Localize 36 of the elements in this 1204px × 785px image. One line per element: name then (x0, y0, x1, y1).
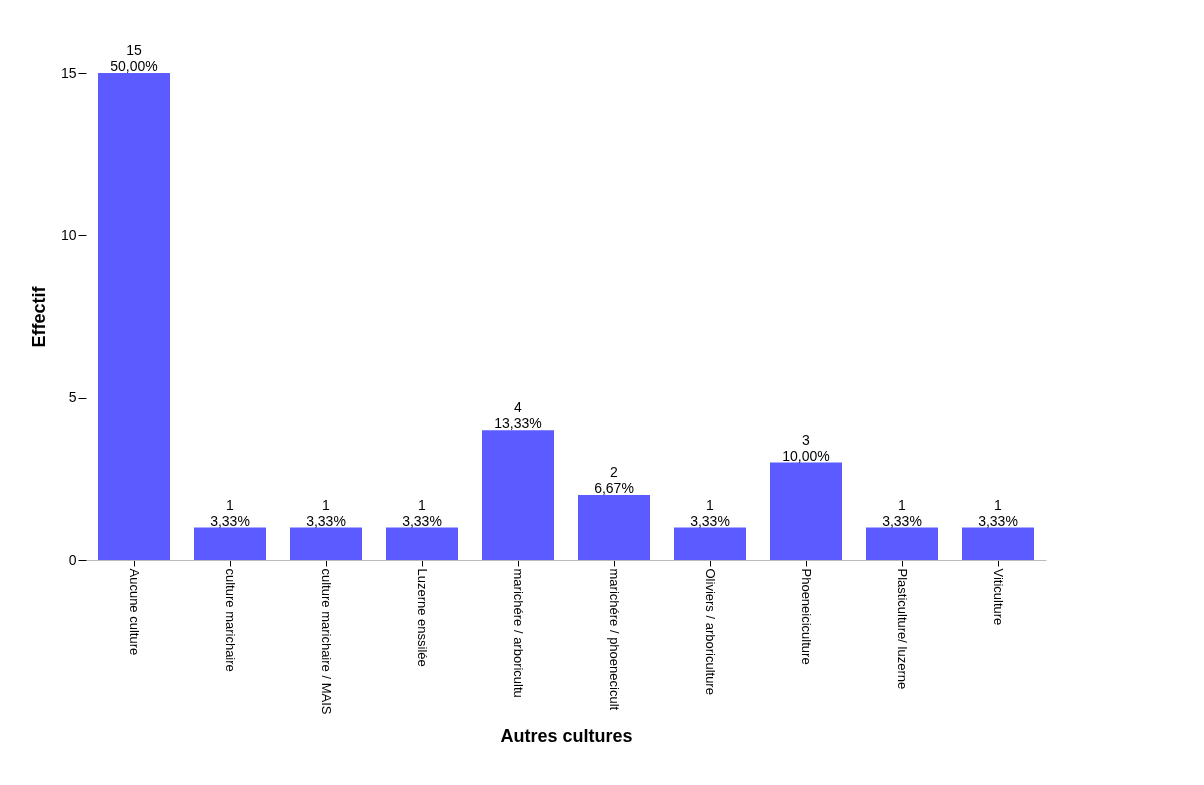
x-tick-label: Oliviers / arboriculture (703, 568, 718, 695)
x-tick-label: Luzerne enssilée (415, 568, 430, 667)
bar (962, 527, 1034, 560)
x-tick-label: Aucune culture (127, 568, 142, 656)
data-label: 1 3,33% (882, 496, 922, 529)
x-tick-label: culture marichaire (223, 568, 238, 672)
y-axis-title: Effectif (28, 285, 49, 348)
bar (386, 527, 458, 560)
data-label: 1 3,33% (402, 496, 442, 529)
bar (98, 73, 170, 560)
bar (290, 527, 362, 560)
bar (674, 527, 746, 560)
x-tick-label: Viticulture (991, 568, 1006, 626)
bar (482, 430, 554, 560)
data-label: 1 3,33% (306, 496, 346, 529)
bar (866, 527, 938, 560)
x-tick-label: marichére / phoenecicult (607, 568, 622, 711)
x-tick-label: Plasticulture/ luzerne (895, 568, 910, 690)
bar (770, 462, 842, 560)
data-label: 4 13,33% (494, 399, 542, 432)
y-tick-label: 0 (68, 551, 77, 568)
x-tick-label: Phoeneiciculture (799, 568, 814, 665)
bar (194, 527, 266, 560)
data-label: 1 3,33% (978, 496, 1018, 529)
y-tick-label: 15 (60, 64, 77, 81)
y-tick-label: 10 (60, 226, 77, 243)
x-tick-label: culture marichaire / MAIS (319, 568, 334, 715)
data-label: 1 3,33% (210, 496, 250, 529)
x-axis-title: Autres cultures (500, 726, 633, 747)
x-tick-label: marichére / arboricultu (511, 568, 526, 698)
data-label: 1 3,33% (690, 496, 730, 529)
bar (578, 495, 650, 560)
y-tick-label: 5 (68, 389, 77, 406)
data-label: 15 50,00% (110, 42, 158, 74)
data-label: 3 10,00% (782, 431, 830, 464)
data-label: 2 6,67% (594, 464, 634, 497)
